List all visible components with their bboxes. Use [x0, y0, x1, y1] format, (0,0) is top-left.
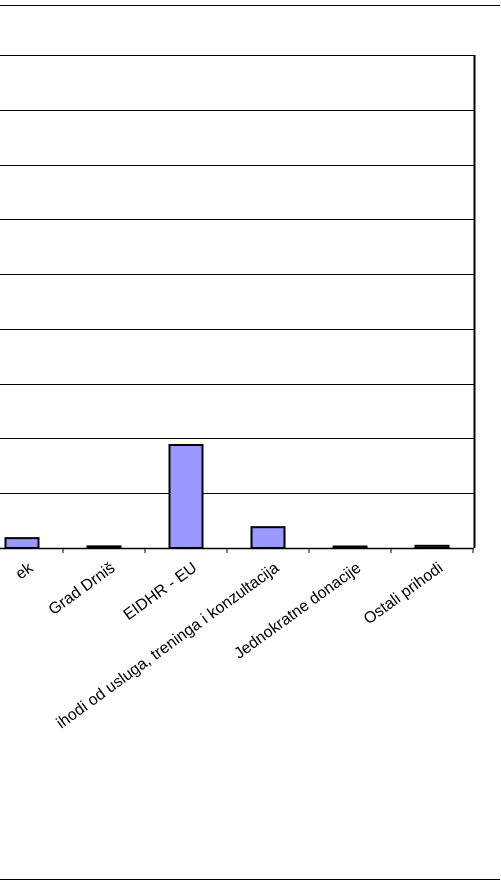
axes: [0, 55, 476, 553]
x-tick-label: ek: [13, 559, 37, 583]
bar: [168, 444, 204, 550]
bar: [250, 526, 286, 550]
gridlines: [0, 55, 474, 494]
x-tick-label: Ostali prihodi: [361, 559, 447, 628]
bars: [4, 444, 450, 550]
bottom-rule: [0, 879, 500, 880]
top-rule: [0, 5, 500, 6]
bar: [4, 537, 40, 550]
x-tick-label: EIDHR - EU: [121, 559, 201, 623]
x-tick-label: Grad Drniš: [46, 559, 119, 618]
bar: [414, 544, 450, 550]
